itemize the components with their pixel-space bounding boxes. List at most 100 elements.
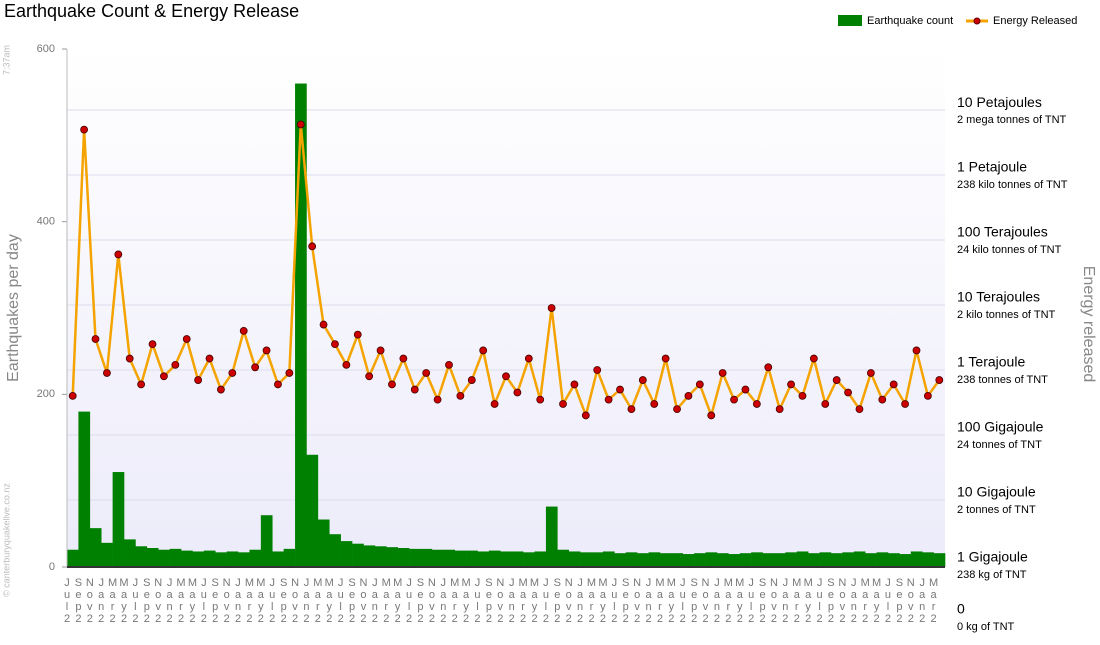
- energy-point: [513, 388, 522, 397]
- count-bar: [739, 553, 752, 567]
- x-tick-label: May2: [118, 577, 130, 625]
- energy-point: [422, 369, 431, 377]
- x-tick-label: May2: [323, 577, 335, 625]
- energy-point: [388, 380, 396, 389]
- energy-point: [707, 411, 716, 420]
- energy-point: [456, 391, 465, 400]
- x-tick-label: Jan2: [506, 577, 518, 625]
- energy-point: [194, 376, 203, 384]
- x-tick-label: Mar2: [859, 577, 871, 625]
- energy-point: [832, 376, 841, 384]
- count-bar: [922, 552, 934, 567]
- x-tick-label: May2: [460, 577, 472, 625]
- energy-point: [490, 400, 499, 408]
- y2-tick-label: 1 Petajoule: [957, 159, 1027, 175]
- energy-point: [604, 395, 613, 404]
- energy-point: [502, 372, 510, 381]
- x-tick-label: Nov2: [289, 577, 301, 625]
- time-note: 7:37am: [1, 45, 11, 75]
- y2-tick-sublabel: 238 kg of TNT: [957, 569, 1027, 581]
- count-bar: [374, 546, 387, 567]
- x-tick-label: Sep2: [551, 577, 563, 625]
- energy-point: [365, 372, 374, 381]
- energy-point: [559, 400, 567, 408]
- energy-point: [741, 385, 750, 394]
- count-bar: [317, 519, 330, 567]
- energy-point: [217, 385, 225, 394]
- x-tick-label: Sep2: [278, 577, 290, 625]
- y2-tick-sublabel: 2 mega tonnes of TNT: [957, 114, 1067, 126]
- x-tick-label: Mar2: [517, 577, 529, 625]
- count-bar: [295, 83, 307, 568]
- x-tick-label: May2: [529, 577, 541, 625]
- energy-point: [570, 380, 579, 389]
- energy-point: [467, 376, 476, 384]
- x-tick-label: Sep2: [893, 577, 905, 625]
- x-tick-label: Jul2: [61, 577, 73, 625]
- energy-point: [809, 354, 818, 363]
- energy-point: [844, 388, 852, 397]
- x-tick-label: Jan2: [848, 577, 860, 625]
- energy-point: [479, 346, 488, 355]
- legend-marker: [973, 17, 981, 25]
- plot-area: [67, 49, 945, 567]
- x-tick-label: Mar2: [586, 577, 598, 625]
- x-tick-label: Jul2: [266, 577, 278, 625]
- count-bar: [580, 552, 592, 567]
- energy-point: [205, 354, 214, 363]
- y2-tick-label: 10 Terajoules: [957, 289, 1040, 305]
- x-tick-label: Nov2: [357, 577, 369, 625]
- x-tick-label: Mar2: [175, 577, 187, 625]
- x-tick-label: Jan2: [232, 577, 244, 625]
- count-bar: [169, 548, 182, 567]
- count-bar: [819, 552, 832, 567]
- y2-tick-label: 1 Gigajoule: [957, 549, 1028, 565]
- energy-point: [764, 363, 773, 372]
- x-tick-label: Mar2: [449, 577, 461, 625]
- x-tick-label: Jul2: [129, 577, 141, 625]
- count-bar: [260, 515, 273, 567]
- energy-point: [182, 335, 191, 343]
- x-tick-label: Nov2: [836, 577, 848, 625]
- y-tick-label: 200: [37, 388, 55, 400]
- count-bar: [648, 552, 661, 567]
- x-tick-label: Mar2: [312, 577, 324, 625]
- energy-point: [433, 395, 442, 404]
- y-axis-title: Earthquakes per day: [5, 234, 22, 382]
- x-tick-label: Sep2: [688, 577, 700, 625]
- energy-point: [137, 380, 146, 389]
- y-tick-label: 600: [37, 43, 55, 55]
- count-bar: [705, 552, 718, 567]
- energy-point: [684, 391, 693, 400]
- energy-point: [935, 376, 944, 384]
- y2-tick-label: 10 Petajoules: [957, 94, 1042, 110]
- x-tick-label: Jul2: [198, 577, 210, 625]
- energy-point: [274, 380, 282, 389]
- count-bar: [112, 472, 125, 567]
- count-bar: [466, 550, 478, 567]
- x-tick-label: Jan2: [300, 577, 312, 625]
- credit-note: © canterburyquakelive.co.nz: [1, 483, 11, 597]
- count-bar: [443, 549, 455, 567]
- legend-label: Earthquake count: [867, 15, 953, 27]
- x-tick-label: Jan2: [369, 577, 381, 625]
- energy-point: [752, 400, 761, 408]
- count-bar: [933, 553, 946, 567]
- x-tick-label: Jul2: [814, 577, 826, 625]
- count-bar: [477, 551, 490, 567]
- energy-point: [889, 380, 898, 389]
- count-bar: [523, 552, 535, 567]
- y2-tick-sublabel: 2 kilo tonnes of TNT: [957, 309, 1056, 321]
- count-bar: [887, 553, 900, 567]
- energy-point: [695, 380, 704, 389]
- energy-point: [103, 369, 111, 377]
- energy-point: [638, 376, 647, 384]
- y2-tick-label: 10 Gigajoule: [957, 484, 1036, 500]
- x-tick-label: Jan2: [574, 577, 586, 625]
- x-tick-label: Jan2: [779, 577, 791, 625]
- x-tick-label: Nov2: [768, 577, 780, 625]
- y2-tick-sublabel: 238 kilo tonnes of TNT: [957, 179, 1068, 191]
- energy-point: [80, 125, 89, 134]
- energy-point: [718, 369, 727, 377]
- energy-point: [798, 391, 807, 400]
